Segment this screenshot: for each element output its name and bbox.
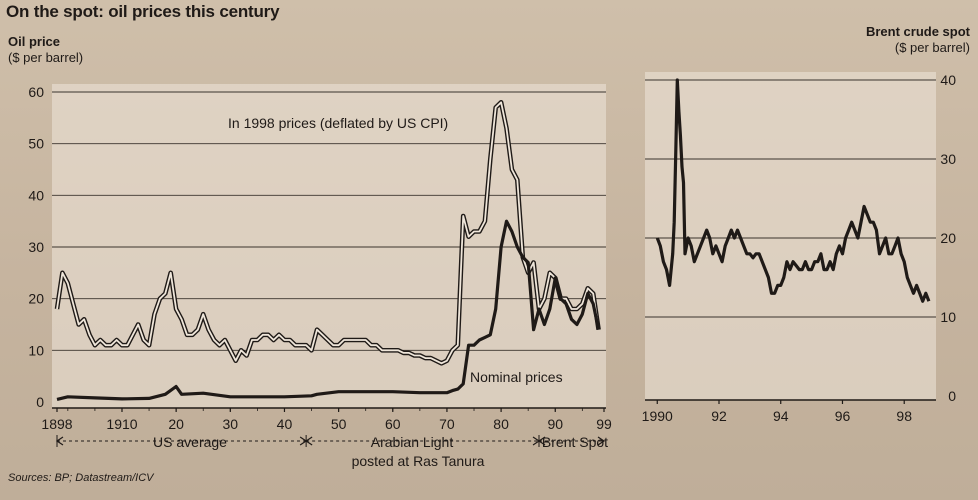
x-tick-label-0-3: 30 [223, 416, 239, 432]
x-tick-label-0-2: 20 [168, 416, 184, 432]
x-tick-label-1-0: 1990 [642, 408, 673, 424]
y-tick-label-1-1: 30 [940, 151, 956, 167]
main-plot-panel [52, 84, 606, 408]
x-tick-label-0-7: 70 [439, 416, 455, 432]
x-tick-label-0-6: 60 [385, 416, 401, 432]
era-label-brent-spot: Brent Spot [542, 434, 608, 450]
x-tick-label-1-1: 92 [711, 408, 727, 424]
series-line-1-0 [655, 78, 931, 303]
main-y-label-line1: Oil price [8, 34, 61, 49]
era-label-ras-tanura: posted at Ras Tanura [352, 453, 485, 469]
x-tick-label-0-9: 90 [547, 416, 563, 432]
y-tick-label-0-1: 50 [28, 136, 44, 152]
y-tick-label-1-2: 20 [940, 230, 956, 246]
x-tick-label-0-10: 99 [596, 416, 612, 432]
axis-tick-labels: 60 50 40 30 20 10 0 1898 1910 20 30 40 50 60 70 80 90 99 4… [28, 72, 956, 432]
era-markers [55, 435, 606, 447]
x-tick-label-1-2: 94 [773, 408, 789, 424]
y-tick-label-1-3: 10 [940, 309, 956, 325]
x-tick-label-0-4: 40 [277, 416, 293, 432]
x-tick-label-1-3: 96 [835, 408, 851, 424]
y-tick-label-0-4: 20 [28, 291, 44, 307]
brent-plot-panel [645, 72, 936, 400]
x-tick-label-0-5: 50 [331, 416, 347, 432]
y-tick-label-1-0: 40 [940, 72, 956, 88]
series-line-inner-0-0 [56, 101, 600, 365]
x-tick-label-1-4: 98 [896, 408, 912, 424]
y-tick-label-0-6: 0 [36, 394, 44, 410]
y-tick-label-0-2: 40 [28, 187, 44, 203]
main-y-axis-label: Oil price ($ per barrel) [8, 34, 83, 66]
series-line-0-1 [56, 219, 601, 401]
annotation-nominal-prices: Nominal prices [470, 369, 563, 385]
chart-title: On the spot: oil prices this century [6, 2, 280, 21]
x-tick-label-0-1: 1910 [106, 416, 137, 432]
series-lines [54, 78, 931, 401]
brent-y-label-line2: ($ per barrel) [894, 40, 970, 55]
era-arrow-end-2 [597, 436, 606, 446]
gridlines [52, 79, 936, 409]
annotation-real-prices: In 1998 prices (deflated by US CPI) [228, 115, 448, 131]
brent-y-label-line1: Brent crude spot [865, 24, 970, 39]
y-tick-label-1-4: 0 [948, 388, 956, 404]
y-tick-label-0-0: 60 [28, 84, 44, 100]
sources-note: Sources: BP; Datastream/ICV [8, 472, 154, 484]
era-label-arabian-light: Arabian Light [371, 434, 454, 450]
y-tick-label-0-3: 30 [28, 239, 44, 255]
x-tick-label-0-0: 1898 [41, 416, 72, 432]
brent-y-axis-label: Brent crude spot ($ per barrel) [866, 24, 970, 56]
era-label-us-average: US average [153, 434, 227, 450]
main-y-label-line2: ($ per barrel) [8, 50, 84, 65]
x-tick-label-0-8: 80 [493, 416, 509, 432]
y-tick-label-0-5: 10 [28, 342, 44, 358]
